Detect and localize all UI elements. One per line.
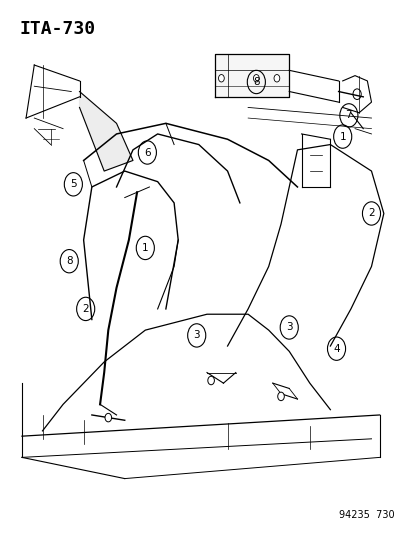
Circle shape bbox=[207, 376, 214, 385]
Circle shape bbox=[277, 392, 284, 401]
Text: 1: 1 bbox=[339, 132, 345, 142]
Text: 2: 2 bbox=[367, 208, 374, 219]
Polygon shape bbox=[79, 92, 133, 171]
Text: 94235  730: 94235 730 bbox=[338, 510, 393, 520]
Polygon shape bbox=[215, 54, 289, 97]
Text: 6: 6 bbox=[144, 148, 150, 158]
Text: 3: 3 bbox=[285, 322, 292, 333]
Text: ITA-730: ITA-730 bbox=[20, 20, 96, 38]
Circle shape bbox=[273, 75, 279, 82]
Text: 3: 3 bbox=[193, 330, 199, 341]
Text: 7: 7 bbox=[345, 110, 351, 120]
Text: 1: 1 bbox=[142, 243, 148, 253]
Text: 2: 2 bbox=[82, 304, 89, 314]
Circle shape bbox=[105, 414, 112, 422]
Circle shape bbox=[218, 75, 224, 82]
Text: 8: 8 bbox=[66, 256, 72, 266]
Text: 5: 5 bbox=[70, 179, 76, 189]
Text: 8: 8 bbox=[252, 77, 259, 87]
Text: 4: 4 bbox=[332, 344, 339, 354]
Circle shape bbox=[253, 75, 259, 82]
